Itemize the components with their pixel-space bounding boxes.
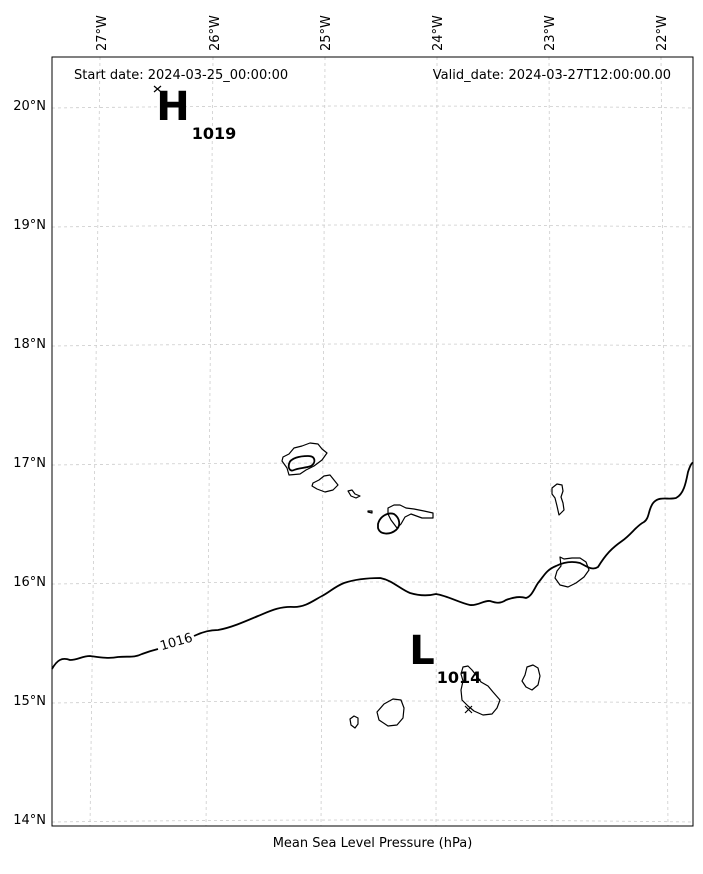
low-center-marker-icon bbox=[464, 705, 473, 714]
lat-label: 18°N bbox=[13, 337, 46, 352]
island-maio bbox=[521, 664, 541, 691]
high-center-marker-icon bbox=[153, 85, 162, 93]
island-raso bbox=[367, 510, 373, 514]
island-boa-vista bbox=[554, 556, 590, 588]
meridian-22w bbox=[660, 56, 669, 827]
parallel-15n bbox=[51, 700, 694, 704]
lat-label: 17°N bbox=[13, 456, 46, 471]
lat-label: 16°N bbox=[13, 575, 46, 590]
island-sao-vicente bbox=[311, 474, 339, 493]
lon-label: 22°W bbox=[655, 15, 670, 51]
island-sao-nicolau bbox=[387, 504, 434, 529]
low-center-letter: L bbox=[409, 628, 435, 674]
parallel-14n bbox=[51, 819, 694, 823]
island-sal bbox=[551, 483, 565, 516]
pressure-contours bbox=[51, 455, 694, 670]
high-pressure-center: H 1019 bbox=[153, 84, 237, 143]
longitude-axis: 27°W 26°W 25°W 24°W 23°W 22°W bbox=[95, 15, 670, 51]
isobar-label: 1016 bbox=[158, 631, 194, 655]
lat-label: 14°N bbox=[13, 813, 46, 828]
coastlines bbox=[281, 442, 590, 729]
lat-label: 20°N bbox=[13, 99, 46, 114]
valid-date-label: Valid_date: 2024-03-27T12:00:00.00 bbox=[433, 68, 671, 83]
meridian-26w bbox=[205, 56, 214, 827]
island-santa-luzia bbox=[347, 489, 361, 499]
lon-label: 27°W bbox=[95, 15, 110, 51]
latitude-axis: 20°N 19°N 18°N 17°N 16°N 15°N 14°N bbox=[13, 99, 46, 828]
lon-label: 26°W bbox=[208, 15, 223, 51]
local-contour-santo-antao bbox=[287, 455, 316, 472]
parallel-16n bbox=[51, 581, 694, 585]
local-contour-sao-nicolau bbox=[377, 512, 401, 535]
high-center-letter: H bbox=[156, 84, 189, 130]
island-santo-antao bbox=[281, 442, 328, 476]
lat-label: 19°N bbox=[13, 218, 46, 233]
island-fogo bbox=[376, 698, 405, 727]
map-caption: Mean Sea Level Pressure (hPa) bbox=[272, 836, 473, 851]
meridian-25w bbox=[320, 56, 326, 827]
low-center-value: 1014 bbox=[437, 668, 482, 687]
high-center-value: 1019 bbox=[192, 124, 237, 143]
parallel-17n bbox=[51, 462, 694, 466]
parallel-19n bbox=[51, 224, 694, 228]
graticule bbox=[51, 56, 694, 827]
lon-label: 23°W bbox=[543, 15, 558, 51]
meridian-24w bbox=[435, 56, 438, 827]
parallel-18n bbox=[51, 343, 694, 347]
lon-label: 24°W bbox=[431, 15, 446, 51]
island-brava bbox=[349, 715, 359, 729]
isobar-1016-line bbox=[51, 461, 694, 670]
start-date-label: Start date: 2024-03-25_00:00:00 bbox=[74, 68, 288, 83]
parallel-20n bbox=[51, 105, 694, 109]
low-pressure-center: L 1014 bbox=[409, 628, 482, 714]
island-santiago bbox=[460, 665, 501, 716]
lon-label: 25°W bbox=[319, 15, 334, 51]
meridian-23w bbox=[548, 56, 553, 827]
lat-label: 15°N bbox=[13, 694, 46, 709]
map-frame bbox=[51, 56, 694, 827]
meridian-27w bbox=[89, 56, 101, 827]
